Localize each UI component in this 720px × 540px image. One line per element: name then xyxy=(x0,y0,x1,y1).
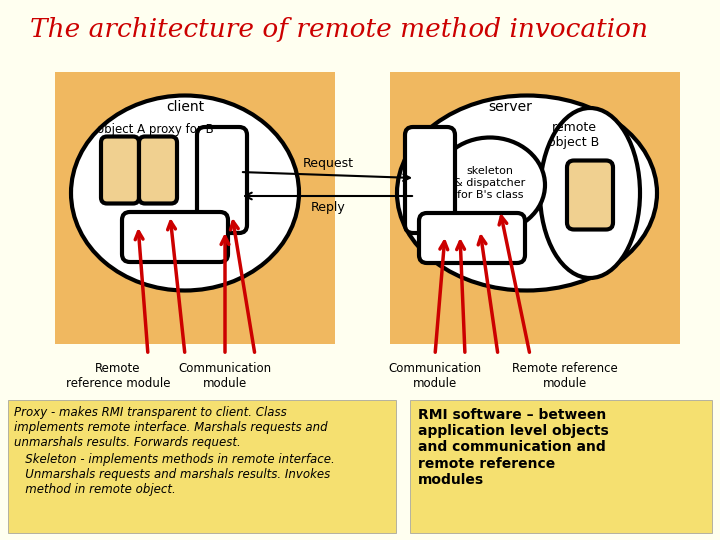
Text: Remote reference
module: Remote reference module xyxy=(512,362,618,390)
FancyBboxPatch shape xyxy=(419,213,525,263)
FancyBboxPatch shape xyxy=(197,127,247,233)
Bar xyxy=(410,400,712,533)
FancyBboxPatch shape xyxy=(122,212,228,262)
Text: client: client xyxy=(166,100,204,114)
Text: Skeleton - implements methods in remote interface.
   Unmarshals requests and ma: Skeleton - implements methods in remote … xyxy=(14,453,335,496)
Bar xyxy=(8,400,396,533)
FancyBboxPatch shape xyxy=(567,160,613,230)
Ellipse shape xyxy=(435,138,545,233)
Ellipse shape xyxy=(71,96,299,291)
Text: object A proxy for B: object A proxy for B xyxy=(96,124,213,137)
Text: Remote
reference module: Remote reference module xyxy=(66,362,170,390)
Text: RMI software – between
application level objects
and communication and
remote re: RMI software – between application level… xyxy=(418,408,608,487)
Text: remote
object B: remote object B xyxy=(549,121,600,149)
Text: Reply: Reply xyxy=(310,200,346,213)
FancyBboxPatch shape xyxy=(101,137,139,204)
Bar xyxy=(55,72,335,344)
Bar xyxy=(390,72,680,344)
Text: Request: Request xyxy=(302,158,354,171)
Ellipse shape xyxy=(397,96,657,291)
Text: Communication
module: Communication module xyxy=(179,362,271,390)
Text: Communication
module: Communication module xyxy=(388,362,482,390)
Text: skeleton
& dispatcher
for B's class: skeleton & dispatcher for B's class xyxy=(454,166,526,200)
FancyBboxPatch shape xyxy=(405,127,455,233)
Text: Proxy - makes RMI transparent to client. Class
implements remote interface. Mars: Proxy - makes RMI transparent to client.… xyxy=(14,406,328,449)
Ellipse shape xyxy=(540,108,640,278)
Text: server: server xyxy=(488,100,532,114)
FancyBboxPatch shape xyxy=(139,137,177,204)
Text: The architecture of remote method invocation: The architecture of remote method invoca… xyxy=(30,17,648,43)
